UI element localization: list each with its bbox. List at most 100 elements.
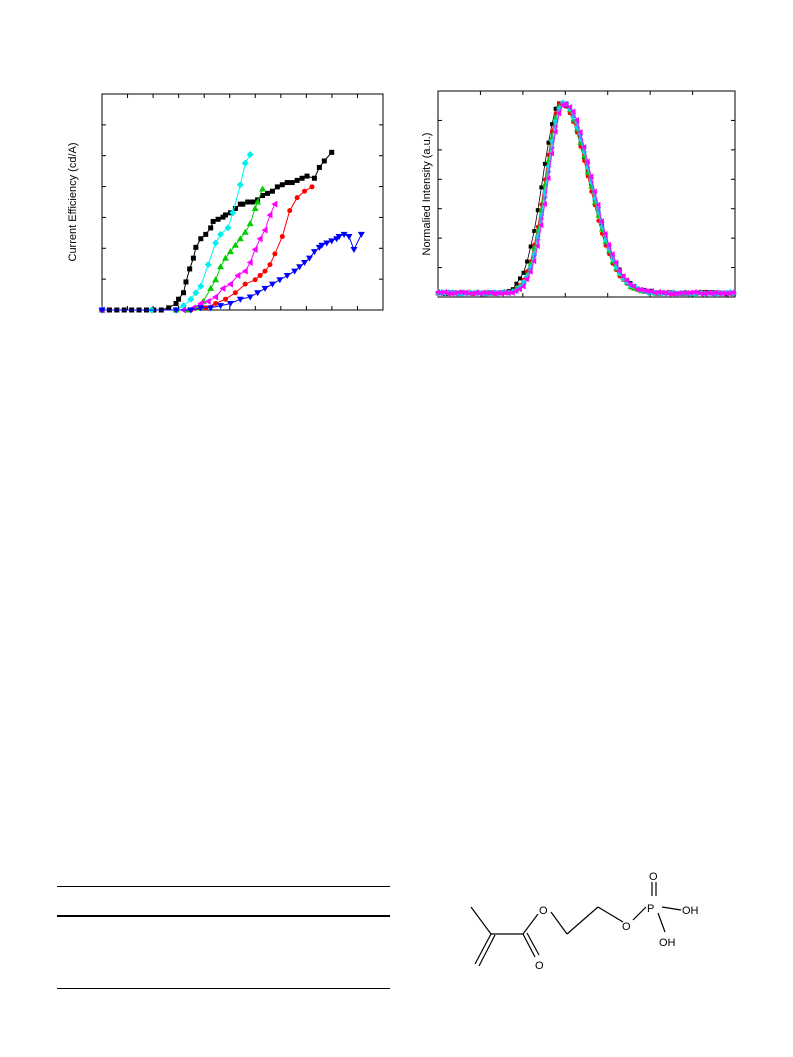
data-point-marker	[304, 173, 310, 179]
data-point-marker	[470, 290, 476, 297]
data-point-marker	[528, 244, 533, 249]
data-point-marker	[459, 289, 465, 296]
data-point-marker	[272, 251, 278, 257]
data-point-marker	[197, 300, 204, 308]
data-point-marker	[183, 279, 189, 285]
data-point-marker	[251, 246, 258, 254]
data-point-marker	[310, 249, 318, 256]
data-point-marker	[467, 290, 473, 297]
data-point-marker	[677, 290, 683, 297]
data-point-marker	[552, 128, 558, 135]
series-layer	[435, 99, 737, 298]
data-point-marker	[173, 301, 179, 307]
data-point-marker	[166, 305, 172, 311]
data-point-marker	[262, 268, 268, 274]
data-series	[435, 99, 737, 298]
current-efficiency-chart: Current Efficiency (cd/A)	[67, 93, 384, 314]
data-point-marker	[246, 294, 254, 301]
data-point-marker	[198, 236, 204, 242]
data-point-marker	[456, 289, 462, 296]
data-point-marker	[335, 234, 343, 241]
data-point-marker	[588, 173, 594, 180]
data-point-marker	[509, 289, 515, 296]
data-point-marker	[452, 290, 458, 297]
series-line	[437, 102, 734, 295]
data-point-marker	[291, 268, 299, 275]
data-point-marker	[311, 175, 317, 181]
data-point-marker	[670, 290, 676, 297]
data-point-marker	[217, 230, 225, 238]
data-point-marker	[197, 282, 205, 290]
data-point-marker	[276, 277, 284, 284]
data-point-marker	[691, 289, 697, 296]
data-point-marker	[226, 301, 234, 308]
data-point-marker	[328, 238, 336, 245]
data-point-marker	[236, 235, 244, 242]
data-point-marker	[616, 267, 622, 274]
data-point-marker	[208, 225, 214, 231]
data-point-marker	[723, 290, 729, 297]
data-point-marker	[187, 266, 193, 272]
data-point-marker	[502, 289, 508, 296]
data-point-marker	[550, 122, 555, 127]
data-point-marker	[673, 290, 679, 297]
data-series	[98, 200, 278, 314]
data-point-marker	[254, 290, 262, 297]
data-point-marker	[581, 148, 588, 155]
data-point-marker	[698, 290, 704, 297]
data-point-marker	[531, 258, 537, 265]
data-point-marker	[542, 161, 547, 166]
data-point-marker	[602, 230, 608, 237]
data-point-marker	[357, 231, 365, 238]
data-point-marker	[641, 287, 647, 294]
data-point-marker	[241, 267, 248, 275]
data-point-marker	[598, 218, 604, 225]
data-point-marker	[279, 234, 285, 240]
data-point-marker	[538, 211, 545, 218]
data-point-marker	[305, 255, 313, 262]
data-point-marker	[251, 204, 259, 211]
data-point-marker	[212, 293, 219, 301]
data-point-marker	[261, 285, 269, 292]
data-point-marker	[212, 239, 220, 247]
data-point-marker	[242, 281, 248, 287]
data-point-marker	[246, 258, 253, 266]
data-point-marker	[613, 259, 619, 266]
data-point-marker	[663, 289, 669, 296]
data-point-marker	[645, 288, 651, 295]
data-point-marker	[581, 143, 587, 150]
data-series	[435, 100, 736, 298]
data-series	[99, 184, 315, 313]
data-point-marker	[207, 305, 215, 312]
data-point-marker	[556, 105, 563, 112]
data-point-marker	[549, 146, 556, 152]
y-axis-label: Normalied Intensity (a.u.)	[421, 133, 433, 256]
data-point-marker	[193, 244, 199, 250]
data-point-marker	[541, 201, 547, 208]
data-point-marker	[246, 220, 254, 227]
data-point-marker	[553, 106, 558, 111]
data-point-marker	[546, 140, 551, 145]
plot-frame	[437, 90, 736, 298]
data-point-marker	[591, 188, 597, 195]
data-point-marker	[266, 211, 273, 219]
data-point-marker	[254, 198, 262, 205]
data-point-marker	[264, 190, 270, 196]
data-point-marker	[484, 289, 490, 296]
series-line	[102, 186, 313, 311]
data-point-marker	[232, 290, 238, 296]
data-point-marker	[232, 205, 238, 211]
data-series	[99, 149, 335, 313]
data-point-marker	[236, 181, 244, 189]
data-point-marker	[549, 150, 555, 157]
data-point-marker	[176, 296, 182, 302]
data-point-marker	[192, 289, 200, 297]
data-point-marker	[212, 276, 220, 283]
data-point-marker	[520, 283, 526, 290]
data-point-marker	[302, 188, 308, 194]
data-point-marker	[267, 262, 273, 268]
series-line	[102, 154, 251, 311]
data-point-marker	[234, 271, 241, 279]
data-point-marker	[545, 175, 551, 182]
data-point-marker	[535, 208, 540, 213]
